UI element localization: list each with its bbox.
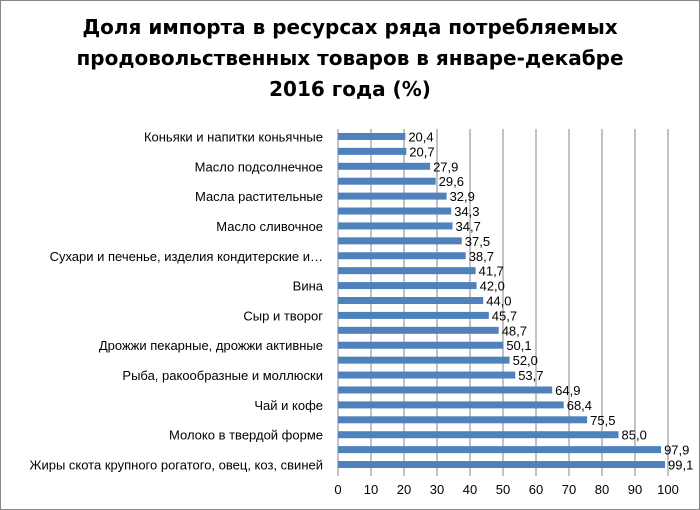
bar-value-label: 64,9 [555, 383, 580, 398]
x-tick-label: 90 [628, 482, 642, 497]
x-tick-label: 20 [397, 482, 411, 497]
bar [338, 237, 462, 245]
x-tick-label: 100 [657, 482, 679, 497]
bar-value-label: 99,1 [668, 458, 693, 473]
bar [338, 386, 553, 394]
category-label: Молоко в твердой форме [169, 428, 323, 443]
bar-value-label: 32,9 [450, 189, 475, 204]
bar [338, 267, 476, 275]
chart-title-line-1: Доля импорта в ресурсах ряда потребляемы… [82, 15, 618, 39]
bar-value-label: 48,7 [502, 323, 527, 338]
bar-value-label: 45,7 [492, 308, 517, 323]
bar-value-label: 38,7 [469, 249, 494, 264]
x-tick-label: 80 [595, 482, 609, 497]
bar [338, 192, 447, 200]
category-label: Жиры скота крупного рогатого, овец, коз,… [29, 458, 323, 473]
bar-value-label: 97,9 [664, 443, 689, 458]
x-tick-label: 0 [334, 482, 341, 497]
bar-value-label: 50,1 [506, 338, 531, 353]
category-label: Сыр и творог [243, 308, 323, 323]
bar-value-label: 85,0 [622, 428, 647, 443]
x-tick-label: 50 [496, 482, 510, 497]
bar-value-label: 27,9 [433, 159, 458, 174]
bar-value-label: 37,5 [465, 234, 490, 249]
bar [338, 222, 453, 230]
chart-title-line-3: 2016 года (%) [269, 77, 431, 101]
bar [338, 446, 662, 454]
x-tick-label: 10 [364, 482, 378, 497]
bar-value-label: 52,0 [513, 353, 538, 368]
category-label: Вина [293, 279, 324, 294]
category-label: Масло сливочное [216, 219, 323, 234]
x-tick-label: 70 [562, 482, 576, 497]
bar [338, 371, 516, 379]
bar [338, 356, 510, 364]
bar-value-label: 34,3 [454, 204, 479, 219]
bar [338, 311, 489, 319]
category-label: Масло подсолнечное [195, 159, 323, 174]
bar [338, 297, 484, 304]
category-label: Чай и кофе [254, 398, 323, 413]
bar [338, 401, 564, 409]
chart-title: Доля импорта в ресурсах ряда потребляемы… [40, 12, 660, 105]
bar-value-label: 20,4 [408, 129, 433, 144]
bar-value-label: 75,5 [590, 413, 615, 428]
category-label: Сухари и печенье, изделия кондитерские и… [50, 249, 323, 264]
bar [338, 252, 466, 260]
x-tick-label: 40 [463, 482, 477, 497]
bar [338, 431, 619, 439]
bar-value-label: 44,0 [486, 294, 511, 309]
bar [338, 132, 406, 140]
bar [338, 416, 588, 424]
category-label: Дрожжи пекарные, дрожжи активные [99, 338, 323, 353]
bar-value-label: 29,6 [439, 174, 464, 189]
bar [338, 326, 499, 334]
bar-value-label: 42,0 [480, 279, 505, 294]
category-label: Коньяки и напитки коньячные [144, 129, 323, 144]
bar [338, 207, 452, 215]
bar [338, 282, 477, 290]
bar [338, 162, 431, 170]
category-label: Рыба, ракообразные и моллюски [122, 368, 323, 383]
category-label: Масла растительные [195, 189, 323, 204]
x-tick-label: 30 [430, 482, 444, 497]
bar [338, 177, 436, 185]
bar-value-label: 20,7 [409, 144, 434, 159]
bar-value-label: 53,7 [518, 368, 543, 383]
chart-title-line-2: продовольственных товаров в январе-декаб… [76, 46, 624, 70]
bar-value-label: 34,7 [456, 219, 481, 234]
bar-value-label: 68,4 [567, 398, 592, 413]
bar [338, 147, 407, 155]
bar [338, 341, 504, 349]
bar-value-label: 41,7 [479, 264, 504, 279]
bar [338, 461, 666, 469]
x-tick-label: 60 [529, 482, 543, 497]
